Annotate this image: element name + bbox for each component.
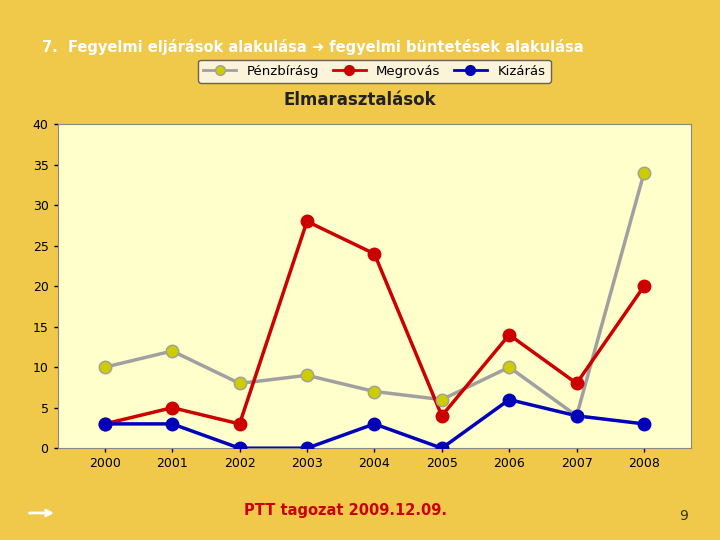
Legend: Pénzbírásg, Megrovás, Kizárás: Pénzbírásg, Megrovás, Kizárás (198, 59, 551, 83)
Text: 9: 9 (680, 509, 688, 523)
Text: PTT tagozat 2009.12.09.: PTT tagozat 2009.12.09. (244, 503, 447, 518)
Text: 7.  Fegyelmi eljárások alakulása ➜ fegyelmi büntetések alakulása: 7. Fegyelmi eljárások alakulása ➜ fegyel… (42, 39, 583, 55)
Text: Elmarasztalások: Elmarasztalások (284, 91, 436, 109)
